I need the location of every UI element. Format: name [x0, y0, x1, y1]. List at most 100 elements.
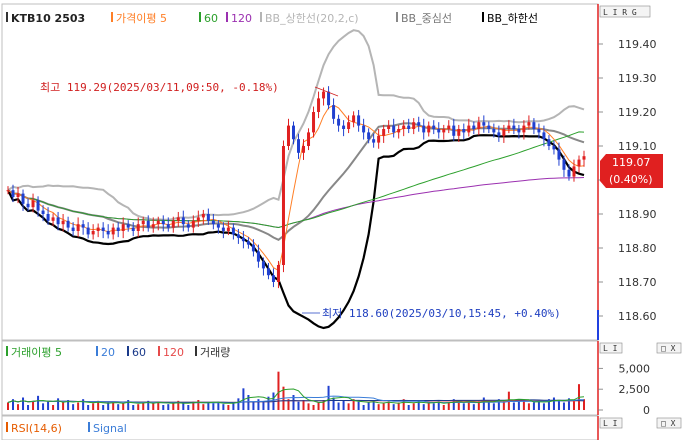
price-tick-label: 118.60 [618, 310, 657, 323]
volume-bar [432, 403, 435, 410]
candle-body [96, 227, 100, 231]
candle-body [542, 132, 546, 140]
candle-body [286, 125, 290, 146]
candle-body [176, 217, 180, 221]
bb-upper-line [7, 29, 585, 221]
candle-body [241, 237, 245, 242]
volume-bar [402, 399, 405, 410]
candle-body [211, 220, 215, 225]
candle-body [472, 125, 476, 129]
volume-bar [517, 401, 520, 410]
volume-bar [552, 397, 555, 410]
candle-body [547, 139, 551, 146]
candle-body [492, 129, 496, 133]
vol-legend-ma5: 거래이평 5 [11, 346, 62, 359]
candle-body [362, 125, 366, 133]
volume-bar [487, 402, 490, 410]
candle-body [111, 227, 115, 235]
price-tick-label: 119.10 [618, 140, 657, 153]
price-panel [1, 3, 599, 341]
candle-body [562, 159, 566, 170]
volume-bar [342, 400, 345, 410]
rsi-panel-buttons[interactable]: L I □ X [599, 417, 682, 429]
volume-bar [477, 401, 480, 410]
candle-body [91, 231, 95, 235]
volume-bar [442, 405, 445, 410]
candle-body [106, 231, 110, 235]
candle-body [196, 217, 200, 221]
volume-bar [252, 402, 255, 410]
volume-bar [572, 400, 575, 410]
volume-bar [277, 371, 280, 410]
candle-body [392, 125, 396, 133]
candle-body [517, 129, 521, 133]
volume-bar [367, 402, 370, 410]
candle-body [297, 139, 301, 153]
volume-bar [522, 400, 525, 410]
candle-body [21, 193, 25, 204]
price-legend: KTB10 2503 가격이평 5 60 120 BB_상한선(20,2,c) … [6, 11, 538, 25]
candle-body [377, 135, 381, 143]
candle-body [231, 227, 235, 235]
candle-body [452, 125, 456, 136]
volume-bar [422, 404, 425, 410]
candle-body [382, 129, 386, 136]
volume-bar [97, 400, 100, 410]
legend-ma5: 가격이평 5 [116, 12, 167, 25]
candle-body [322, 91, 326, 99]
candle-body [171, 220, 175, 228]
volume-bar [52, 405, 55, 410]
volume-bar [17, 404, 20, 410]
volume-ma5-line [7, 388, 585, 404]
volume-bar [412, 403, 415, 410]
volume-bar [583, 399, 585, 410]
volume-ma20-line [7, 395, 585, 404]
volume-panel-buttons[interactable]: L I □ X [599, 342, 682, 354]
volume-bar [467, 402, 470, 410]
candle-body [412, 122, 416, 129]
candle-body [116, 227, 120, 231]
volume-bar [562, 402, 565, 410]
candle-body [181, 217, 185, 225]
volume-bar [182, 403, 185, 410]
candle-body [352, 115, 356, 123]
volume-bar [7, 402, 9, 410]
volume-bar [557, 400, 560, 410]
candle-body [427, 125, 431, 133]
candle-body [477, 122, 481, 129]
candle-body [206, 214, 210, 221]
candle-body [447, 125, 451, 129]
volume-bar [287, 399, 290, 410]
candle-body [86, 227, 90, 235]
volume-bar [72, 404, 75, 410]
candle-body [572, 166, 576, 177]
candle-body [36, 200, 40, 211]
candle-body [372, 139, 376, 143]
volume-bar [192, 401, 195, 410]
price-tick-label: 118.70 [618, 276, 657, 289]
price-panel-buttons[interactable]: L I R G [599, 5, 651, 18]
volume-bar [362, 405, 365, 410]
candle-body [26, 203, 30, 208]
candle-body [422, 125, 426, 133]
legend-bb-upper: BB_상한선(20,2,c) [265, 12, 359, 25]
volume-bar [142, 402, 145, 410]
candle-body [307, 132, 311, 146]
bb-lower-line [7, 134, 585, 330]
candle-body [276, 265, 280, 282]
volume-bar [292, 395, 295, 410]
candle-body [347, 122, 351, 129]
volume-bar [327, 385, 330, 410]
candle-body [432, 125, 436, 129]
volume-bar [532, 402, 535, 410]
candle-body [457, 129, 461, 136]
candle-body [467, 125, 471, 133]
candle-body [71, 227, 75, 231]
volume-bar [377, 404, 380, 410]
volume-bar [67, 400, 70, 410]
candle-body [302, 146, 306, 153]
legend-ma120: 120 [231, 12, 252, 25]
candle-body [186, 224, 190, 228]
volume-bar [262, 401, 265, 410]
candle-body [76, 224, 80, 231]
